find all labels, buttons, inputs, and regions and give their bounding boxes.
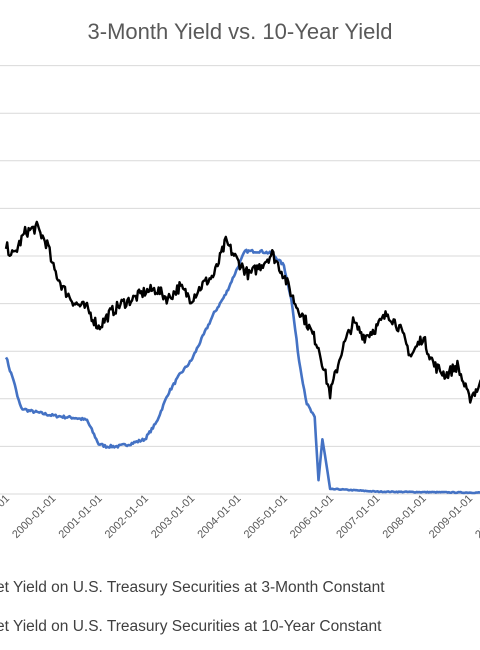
x-tick-label: 2007-01-01 (334, 493, 382, 541)
x-tick-label: 01-01 (0, 493, 12, 521)
chart-title: 3-Month Yield vs. 10-Year Yield (88, 19, 393, 44)
grid-lines (0, 65, 480, 495)
legend-entry-3-month: et Yield on U.S. Treasury Securities at … (0, 579, 385, 596)
series-lines (4, 220, 480, 495)
x-axis-ticks: 01-012000-01-012001-01-012002-01-012003-… (0, 493, 480, 541)
x-tick-label: 2006-01-01 (288, 493, 336, 541)
x-tick-label: 2005-01-01 (242, 493, 290, 541)
legend-entry-10-year: et Yield on U.S. Treasury Securities at … (0, 618, 382, 635)
x-tick-label: 2000-01-01 (10, 493, 58, 541)
series-line-10-year (4, 220, 480, 404)
x-tick-label: 2004-01-01 (195, 493, 243, 541)
x-tick-label: 2008-01-01 (381, 493, 429, 541)
legend: et Yield on U.S. Treasury Securities at … (0, 579, 385, 635)
series-line-3-month (4, 248, 480, 495)
x-tick-label: 2001-01-01 (57, 493, 105, 541)
x-tick-label: 2002-01-01 (103, 493, 151, 541)
x-tick-label: 2010-01-01 (473, 493, 480, 541)
x-tick-label: 2009-01-01 (427, 493, 475, 541)
x-tick-label: 2003-01-01 (149, 493, 197, 541)
